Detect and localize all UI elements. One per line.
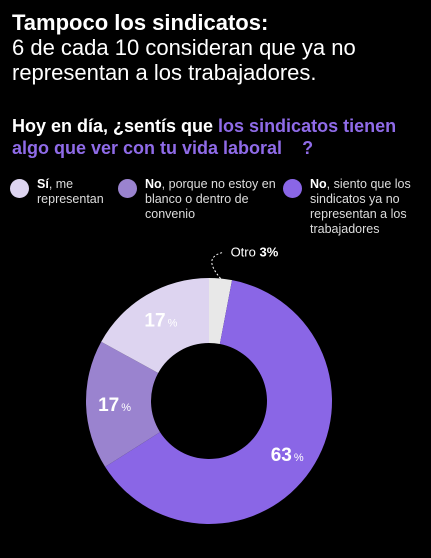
legend-dot-no-representan [283,179,302,198]
question-highlight: los sindicatos tienen algo que ver con t… [12,116,397,158]
question-suffix: ? [302,138,314,158]
legend-item-no-representan: No, siento que los sindicatos ya no repr… [283,177,428,237]
legend-bold: Sí [37,177,49,191]
legend-bold: No [310,177,327,191]
slice-no-blanco [86,341,161,467]
legend-text: , porque no estoy en blanco o dentro de … [145,177,276,221]
slice-si [101,278,209,374]
otro-label: Otro 3% [231,245,279,260]
legend-item-no-blanco: No, porque no estoy en blanco o dentro d… [118,177,278,222]
donut-chart: 63 %17 %17 %Otro 3% [86,245,333,524]
otro-callout-line [211,252,223,279]
title-bold: Tampoco los sindicatos: [12,10,269,35]
legend-item-si: Sí, me representan [10,177,110,207]
question: Hoy en día, ¿sentís que los sindicatos t… [12,115,417,159]
question-prefix: Hoy en día, ¿sentís que [12,116,219,136]
legend-dot-no-blanco [118,179,137,198]
title-subtitle: 6 de cada 10 consideran que ya no repres… [12,35,356,85]
legend-dot-si [10,179,29,198]
legend-text: , me representan [37,177,104,206]
legend-text: , siento que los sindicatos ya no repres… [310,177,411,236]
slice-otro [209,278,233,345]
chart-title: Tampoco los sindicatos: 6 de cada 10 con… [12,10,422,85]
legend-bold: No [145,177,162,191]
slice-no-representan [105,280,333,524]
